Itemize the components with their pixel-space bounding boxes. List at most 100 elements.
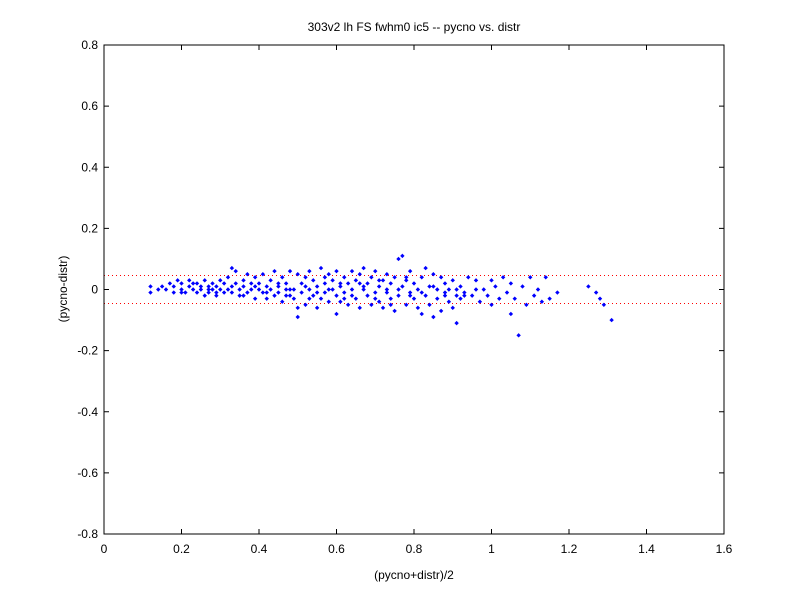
data-point — [194, 290, 200, 295]
data-point — [283, 287, 289, 292]
data-point — [338, 281, 343, 286]
data-point — [252, 275, 258, 280]
data-point — [206, 290, 211, 295]
data-point — [283, 293, 289, 298]
data-point — [237, 293, 242, 298]
data-point — [268, 287, 273, 292]
data-point — [291, 296, 297, 301]
data-point — [318, 296, 324, 301]
data-point — [299, 281, 304, 286]
data-point — [361, 265, 366, 271]
data-point — [183, 290, 188, 295]
data-point — [210, 287, 215, 292]
data-point — [535, 287, 541, 292]
data-point — [241, 284, 246, 289]
data-point — [500, 275, 506, 280]
data-point — [218, 278, 223, 283]
data-point — [260, 272, 266, 277]
data-point — [528, 275, 533, 280]
data-point — [163, 287, 169, 292]
data-point — [415, 287, 421, 292]
data-point — [249, 281, 254, 286]
data-point — [338, 284, 343, 289]
data-point — [233, 281, 238, 286]
reference-lines — [104, 274, 724, 305]
data-point — [252, 296, 258, 301]
data-point — [516, 333, 521, 338]
x-tick-label: 1 — [488, 542, 495, 556]
data-point — [407, 293, 413, 298]
data-point — [597, 296, 603, 301]
data-point — [361, 284, 366, 289]
data-point — [376, 284, 382, 289]
data-point — [229, 265, 235, 271]
data-point — [187, 278, 192, 283]
data-point — [171, 290, 176, 295]
data-point — [365, 293, 370, 298]
data-point — [469, 293, 475, 298]
data-point — [345, 281, 351, 286]
data-point — [373, 296, 378, 301]
y-tick-label: 0.6 — [81, 99, 98, 113]
data-point — [190, 287, 196, 292]
data-point — [283, 281, 289, 286]
data-point — [276, 281, 281, 286]
data-point — [264, 284, 269, 289]
data-point — [497, 296, 502, 301]
data-point — [404, 302, 409, 307]
data-point — [210, 281, 215, 286]
data-point — [330, 278, 335, 283]
data-point — [411, 296, 417, 301]
data-point — [609, 317, 614, 323]
data-point — [458, 296, 463, 301]
data-point — [303, 275, 308, 280]
data-point — [303, 284, 308, 289]
data-point — [419, 275, 424, 280]
data-point — [342, 290, 347, 295]
data-point — [287, 287, 293, 292]
data-point — [431, 272, 436, 277]
data-point — [330, 287, 335, 292]
data-point — [411, 281, 417, 286]
data-point — [520, 284, 525, 289]
data-point — [311, 293, 316, 298]
data-point — [307, 268, 312, 274]
data-point — [272, 293, 277, 298]
data-point — [280, 299, 285, 304]
data-point — [206, 284, 211, 289]
data-point — [299, 290, 304, 295]
x-tick-label: 0.2 — [173, 542, 190, 556]
data-point — [396, 293, 401, 298]
data-point — [148, 290, 153, 295]
y-tick-label: 0.8 — [81, 38, 98, 52]
data-point — [256, 281, 262, 286]
data-point — [179, 287, 184, 292]
data-point — [225, 287, 231, 292]
data-point — [477, 299, 483, 304]
data-point — [593, 290, 599, 295]
data-point — [423, 265, 428, 271]
x-tick-label: 0.4 — [251, 542, 268, 556]
data-point — [435, 287, 440, 292]
data-point — [357, 305, 362, 311]
data-point — [276, 284, 281, 289]
data-point — [249, 287, 254, 292]
data-point — [454, 287, 459, 292]
data-point — [373, 290, 378, 295]
data-point — [601, 302, 607, 307]
data-point — [431, 284, 436, 289]
data-point — [357, 272, 362, 277]
data-point — [404, 275, 409, 280]
data-point — [473, 278, 479, 283]
data-point — [179, 290, 184, 295]
x-tick-label: 0 — [101, 542, 108, 556]
data-point — [202, 293, 207, 298]
data-point — [380, 305, 386, 311]
data-point — [221, 281, 227, 286]
x-tick-label: 1.4 — [638, 542, 655, 556]
data-point — [454, 320, 459, 326]
data-point — [233, 268, 238, 274]
data-point — [446, 299, 452, 304]
data-point — [369, 275, 374, 280]
data-point — [384, 290, 390, 295]
